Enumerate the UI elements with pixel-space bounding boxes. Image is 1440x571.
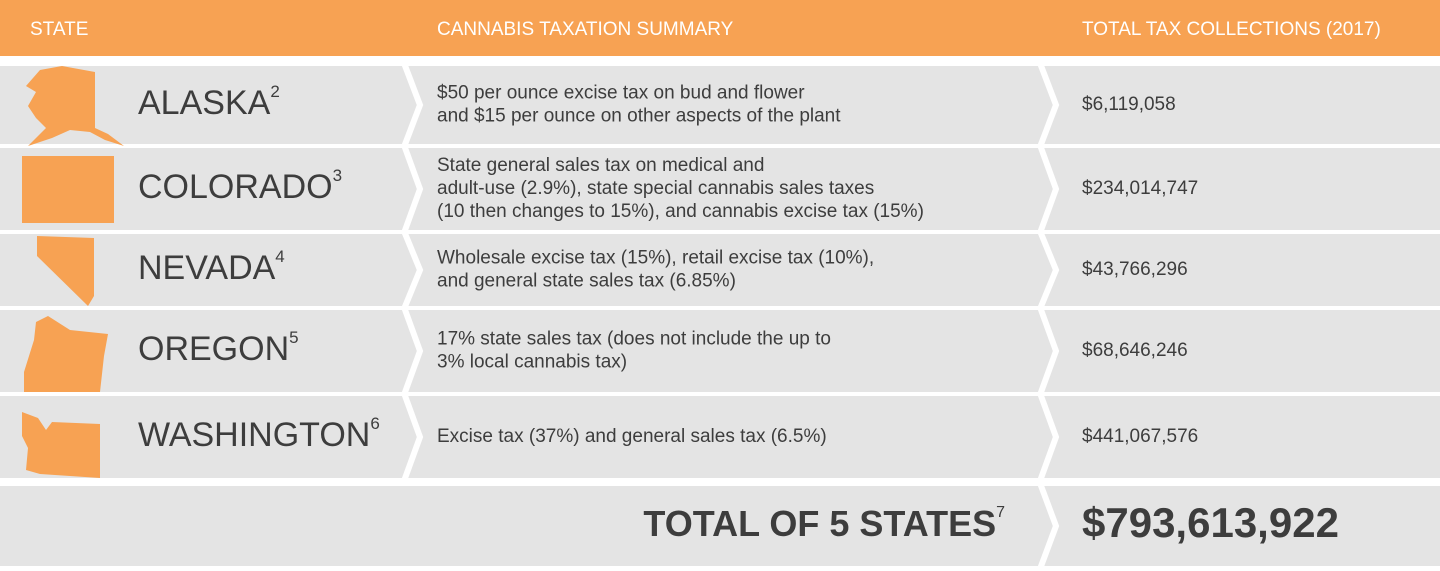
separator xyxy=(401,305,424,397)
washington-shape xyxy=(22,412,100,478)
summary-line: 3% local cannabis tax) xyxy=(437,352,627,373)
row-background xyxy=(0,234,1440,306)
state-name: OREGON5 xyxy=(138,328,299,368)
total-value: $43,766,296 xyxy=(1082,259,1188,280)
summary-line: and general state sales tax (6.85%) xyxy=(437,271,736,292)
footnote: 3 xyxy=(333,166,342,185)
total-value: $441,067,576 xyxy=(1082,426,1198,447)
separator xyxy=(401,143,424,235)
header-label: TOTAL TAX COLLECTIONS (2017) xyxy=(1082,19,1381,40)
separator xyxy=(1037,229,1060,311)
oregon-shape xyxy=(24,316,108,392)
state-label: WASHINGTON xyxy=(138,416,370,454)
header-label: STATE xyxy=(30,19,88,40)
header-bar xyxy=(0,0,1440,56)
row-background xyxy=(0,148,1440,230)
header-label: CANNABIS TAXATION SUMMARY xyxy=(437,19,734,40)
summary-line: and $15 per ounce on other aspects of th… xyxy=(437,106,841,127)
separator xyxy=(1037,143,1060,235)
row-background xyxy=(0,66,1440,144)
separator xyxy=(1037,481,1060,571)
summary-line: $50 per ounce excise tax on bud and flow… xyxy=(437,83,805,104)
footnote: 4 xyxy=(275,247,284,266)
footer-label-text: TOTAL OF 5 STATES xyxy=(643,503,996,544)
footnote: 7 xyxy=(996,504,1005,521)
summary-line: 17% state sales tax (does not include th… xyxy=(437,329,831,350)
separator xyxy=(1037,391,1060,483)
total-value: $6,119,058 xyxy=(1082,94,1176,115)
summary-line: (10 then changes to 15%), and cannabis e… xyxy=(437,201,924,222)
footer-label: TOTAL OF 5 STATES7 xyxy=(643,503,1005,544)
summary-line: Wholesale excise tax (15%), retail excis… xyxy=(437,248,874,269)
footer-background xyxy=(0,486,1440,566)
nevada-shape xyxy=(37,236,94,306)
separator xyxy=(401,229,424,311)
footnote: 2 xyxy=(270,82,279,101)
state-label: OREGON xyxy=(138,330,289,368)
colorado-shape xyxy=(22,156,114,223)
state-name: COLORADO3 xyxy=(138,166,342,206)
total-value: $68,646,246 xyxy=(1082,340,1188,361)
state-name: WASHINGTON6 xyxy=(138,414,380,454)
footer-total: $793,613,922 xyxy=(1082,499,1339,546)
state-name: NEVADA4 xyxy=(138,247,285,287)
state-name: ALASKA2 xyxy=(138,82,280,122)
separator xyxy=(401,61,424,149)
state-label: NEVADA xyxy=(138,249,276,287)
state-label: ALASKA xyxy=(138,84,271,122)
summary-line: Excise tax (37%) and general sales tax (… xyxy=(437,426,827,447)
row-background xyxy=(0,310,1440,392)
state-label: COLORADO xyxy=(138,168,333,206)
separator xyxy=(1037,305,1060,397)
alaska-shape xyxy=(26,66,124,146)
separator xyxy=(401,391,424,483)
separator xyxy=(1037,61,1060,149)
summary-line: State general sales tax on medical and xyxy=(437,155,764,176)
row-background xyxy=(0,396,1440,478)
footnote: 5 xyxy=(289,328,298,347)
summary-line: adult-use (2.9%), state special cannabis… xyxy=(437,178,874,199)
footnote: 6 xyxy=(370,414,379,433)
total-value: $234,014,747 xyxy=(1082,178,1198,199)
